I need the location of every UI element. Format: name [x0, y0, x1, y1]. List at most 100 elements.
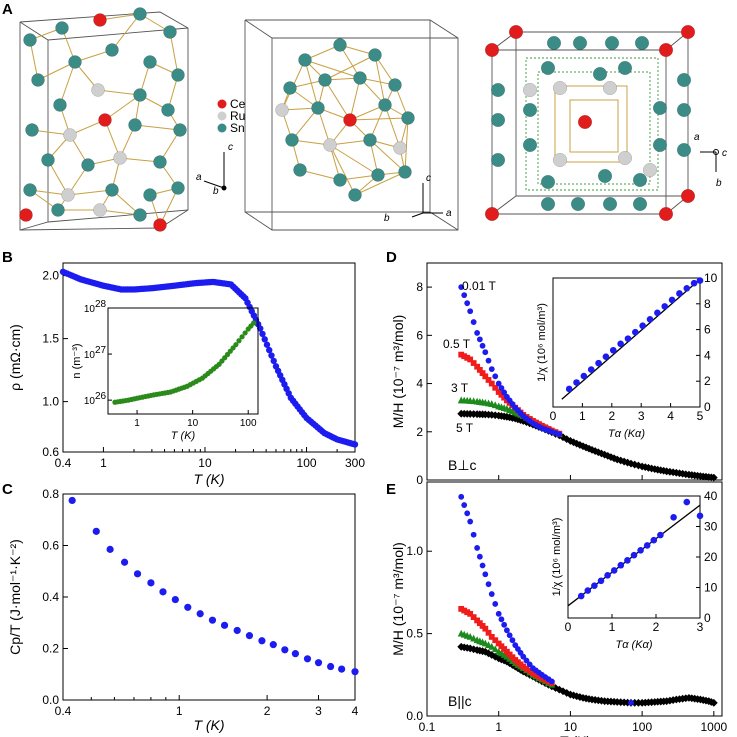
inset-y-tick-label: 10: [84, 396, 96, 407]
data-point: [495, 610, 502, 617]
inset-y-tick-label: 0: [704, 611, 711, 625]
triad3-a: a: [694, 132, 700, 143]
y-tick-label: 2.0: [42, 269, 59, 283]
chart-specific-heat: 0.4 1 2 3 4 0.0 0.2 0.4 0.6 0.8 T (K) Cp/T (J·mol⁻¹…: [7, 487, 359, 733]
x-tick-label: 0.4: [55, 704, 72, 718]
chart-resistivity: 0.4 1 10 100 300 0.6 1.0 1.5 2.0 T (K) ρ (mΩ·cm) 1 1…: [7, 262, 365, 487]
bond: [159, 187, 179, 226]
atom: [597, 168, 613, 184]
bond: [329, 139, 371, 146]
inset-x-tick-label: 5: [697, 409, 704, 423]
data-point: [709, 698, 718, 707]
inset-x-label: T (K): [171, 430, 196, 442]
panel-letter-c: C: [2, 481, 13, 498]
atom: [173, 123, 187, 137]
y-tick-label: 1.0: [406, 544, 423, 558]
atom: [275, 103, 289, 117]
data-point: [184, 603, 192, 611]
bond: [299, 169, 341, 181]
data-point: [526, 661, 533, 668]
inset-data-point: [676, 290, 683, 297]
data-point: [458, 605, 465, 612]
atom: [41, 153, 55, 167]
data-point: [569, 438, 578, 447]
atom: [522, 137, 538, 153]
data-point: [233, 626, 241, 635]
data-point: [470, 531, 477, 538]
inset-data-point: [654, 309, 661, 317]
atom: [378, 98, 392, 112]
atom: [508, 24, 524, 40]
inset-data-point: [604, 572, 611, 579]
data-point: [461, 607, 468, 614]
data-point: [479, 562, 486, 569]
data-point: [479, 370, 486, 377]
data-point: [314, 659, 323, 667]
atom: [105, 183, 119, 197]
data-point: [506, 632, 513, 639]
data-point: [523, 657, 530, 664]
panel-letter-a: A: [2, 1, 13, 18]
inset-data-point: [587, 366, 595, 373]
atom: [570, 196, 586, 212]
atom: [577, 114, 593, 130]
atom: [25, 123, 39, 137]
data-point: [147, 579, 155, 587]
data-point: [482, 373, 489, 380]
legend-sn-label: Sn: [230, 121, 245, 135]
atom: [143, 188, 157, 202]
inset-data-point: [696, 277, 704, 284]
data-point: [488, 366, 495, 372]
field-label-perp: B⊥c: [448, 457, 477, 473]
triad1-b: b: [213, 186, 219, 197]
data-point: [270, 357, 277, 365]
atom: [31, 73, 45, 87]
data-point: [351, 668, 359, 676]
legend-ru-marker: [217, 111, 227, 121]
atom: [552, 152, 568, 168]
data-point: [485, 377, 492, 383]
data-point: [291, 650, 299, 658]
atom: [604, 35, 620, 51]
y-axis-label: M/H (10⁻⁷ m³/mol): [390, 542, 406, 656]
inset-data-point: [637, 546, 644, 554]
data-point: [133, 570, 142, 578]
inset-data-point: [630, 551, 638, 559]
data-point: [120, 558, 129, 566]
inset-data-point: [591, 582, 598, 589]
y-tick-label: 1.0: [42, 395, 59, 409]
data-point: [535, 673, 542, 680]
atom: [658, 206, 674, 222]
atom: [105, 43, 119, 57]
atom: [153, 218, 167, 232]
legend-d-0p01T: 0.01 T: [462, 279, 496, 293]
inset-x-tick-label: 1: [609, 620, 616, 634]
atom: [93, 13, 107, 27]
atom: [311, 101, 325, 115]
inset-y-tick-label: 4: [704, 348, 711, 362]
y-axis-label: Cp/T (J·mol⁻¹·K⁻²): [7, 539, 23, 655]
atom: [133, 208, 147, 222]
data-point: [538, 675, 545, 681]
data-point: [495, 380, 502, 387]
data-point: [338, 665, 346, 673]
atom: [68, 55, 82, 69]
atom: [652, 137, 668, 153]
inset-data-point: [639, 322, 646, 330]
inset-data-point: [683, 498, 691, 506]
data-point: [259, 330, 266, 338]
inset-y-tick-label: 10: [84, 304, 96, 315]
data-point: [526, 668, 533, 674]
inset-y-label: n (m⁻³): [71, 343, 83, 378]
atom: [53, 98, 67, 112]
triad1-a: a: [196, 172, 202, 183]
data-point: [257, 325, 264, 332]
bond: [59, 61, 76, 106]
data-point: [479, 342, 486, 349]
axis-triad-1: c a b: [196, 142, 233, 197]
data-point: [458, 351, 465, 358]
x-tick-label: 2: [264, 704, 271, 718]
data-point: [351, 441, 359, 448]
data-point: [530, 670, 536, 677]
